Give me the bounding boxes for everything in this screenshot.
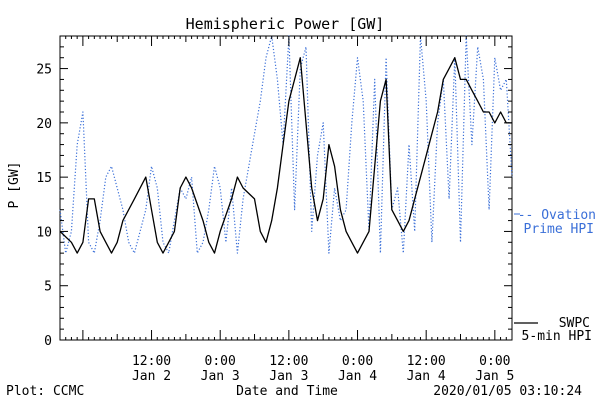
y-tick-label: 0 [44, 334, 52, 349]
y-tick-label: 10 [36, 225, 52, 240]
x-tick-label-day: Jan 2 [132, 369, 171, 384]
x-tick-label-time: 0:00 [342, 354, 373, 369]
x-tick-label-day: Jan 5 [475, 369, 514, 384]
x-tick-label-day: Jan 3 [201, 369, 240, 384]
y-tick-label: 20 [36, 117, 52, 132]
y-tick-label: 15 [36, 171, 52, 186]
y-tick-label: 5 [44, 280, 52, 295]
x-tick-label-time: 12:00 [132, 354, 171, 369]
x-tick-label-time: 12:00 [407, 354, 446, 369]
x-tick-label-time: 0:00 [479, 354, 510, 369]
swpc-series [59, 57, 512, 254]
x-tick-label-day: Jan 3 [269, 369, 308, 384]
y-tick-label: 25 [36, 63, 52, 78]
legend-swpc-label: 5-min HPI [522, 329, 592, 344]
plot-credit: Plot: CCMC [6, 384, 84, 399]
x-tick-label-time: 0:00 [205, 354, 236, 369]
generated-timestamp: 2020/01/05 03:10:24 [433, 384, 582, 399]
x-tick-label-time: 12:00 [269, 354, 308, 369]
legend-ovation-label: -- Ovation [518, 208, 596, 223]
plot-frame [59, 35, 513, 341]
ovation-series-line [59, 35, 513, 254]
x-tick-label-day: Jan 4 [338, 369, 377, 384]
chart-title: Hemispheric Power [GW] [186, 15, 385, 33]
x-axis-label: Date and Time [236, 384, 338, 399]
legend-ovation-label: Prime HPI [524, 222, 594, 237]
ovation-series [59, 35, 513, 254]
swpc-series-line [59, 57, 512, 254]
plot-area [59, 35, 513, 341]
x-tick-label-day: Jan 4 [407, 369, 446, 384]
legend-swpc-label: SWPC [559, 316, 590, 331]
y-axis-label: P [GW] [7, 162, 22, 209]
